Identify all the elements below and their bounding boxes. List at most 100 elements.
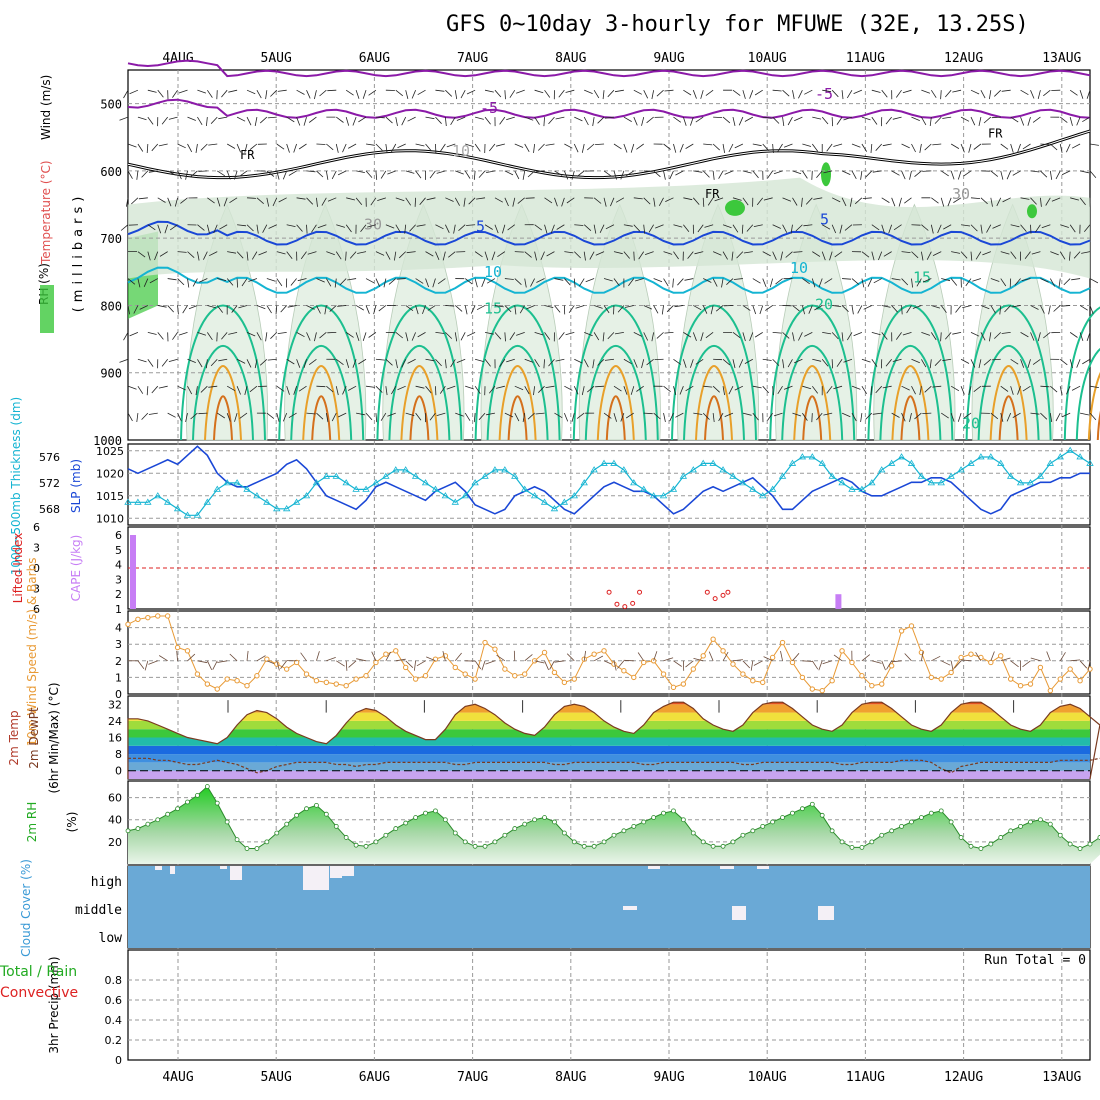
wind-barb (213, 224, 218, 234)
wind-barb (504, 305, 512, 313)
wind-barb (769, 278, 774, 288)
wind-barb (398, 251, 406, 259)
wind-tick-label: 2 (115, 655, 122, 668)
wind-barb (922, 412, 932, 414)
wind-barb (157, 89, 164, 98)
wind-barb (348, 143, 357, 149)
wind-barb (147, 251, 151, 261)
rh-point (294, 812, 299, 818)
wind-barb (651, 332, 655, 342)
cape-bar (835, 594, 842, 609)
thickness-marker (947, 472, 955, 479)
contour-label: FR (705, 187, 720, 201)
wind-barb (692, 332, 697, 341)
wind-barb (962, 305, 972, 309)
wind-barb (673, 386, 677, 396)
wind-barb (793, 251, 803, 253)
wind10m-barb (742, 660, 751, 669)
isotherm-30 (213, 395, 233, 441)
wind-barb (980, 89, 986, 99)
wind10m-barb (566, 653, 575, 662)
wind-barb (663, 385, 671, 393)
wind-barb (604, 116, 615, 119)
wind-barb (127, 278, 136, 285)
wind-barb (1061, 305, 1071, 307)
wind-barb (534, 251, 537, 261)
wind-barb (633, 359, 638, 368)
thickness-marker (1056, 453, 1064, 460)
wind-barb (1030, 170, 1040, 173)
wind-barb (767, 412, 773, 421)
wind-barb (787, 359, 793, 368)
wind-barb (804, 332, 813, 337)
wind-barb (643, 170, 653, 172)
wind-barb (246, 89, 256, 95)
wind-barb (524, 116, 534, 121)
wind-barb (679, 143, 684, 153)
wind-barb (210, 359, 218, 367)
wind-barb (504, 278, 514, 280)
wind-barb (989, 332, 992, 342)
wind-barb (675, 412, 684, 418)
wind-barb (814, 305, 823, 311)
contour-label: 20 (962, 415, 980, 433)
wind-barb (871, 251, 875, 261)
rh-point (462, 839, 468, 845)
wind-barb (705, 89, 714, 96)
wind-barb (891, 170, 900, 176)
wind-barb (1027, 116, 1031, 126)
wind-barb (545, 143, 555, 146)
wind-speed-point (879, 681, 885, 687)
wind-barb (833, 385, 843, 390)
wind-barb (1000, 385, 1009, 392)
rh-tick-label: 40 (108, 814, 122, 827)
wind-barb (643, 305, 653, 310)
rh-point (1038, 817, 1043, 823)
wind-barb (325, 170, 329, 180)
rh-point (799, 806, 805, 812)
wind-barb (746, 224, 754, 232)
wind-barb (801, 197, 803, 207)
wind-speed-point (839, 648, 845, 654)
rh-point (988, 841, 994, 847)
wind-barb (861, 278, 865, 288)
wind-barb (464, 278, 473, 285)
wind-barb (1060, 224, 1069, 228)
wind-barb (782, 359, 785, 369)
wind-barb (504, 197, 509, 207)
wind-barb (308, 358, 317, 366)
rh-point (819, 812, 825, 818)
thickness-marker (937, 479, 945, 486)
wind-barb (1071, 385, 1081, 391)
wind-barb (326, 143, 334, 151)
wind-speed-point (462, 671, 468, 677)
thickness-marker (292, 498, 301, 505)
wind-barb (347, 278, 357, 281)
wind-barb (246, 116, 252, 126)
wind-barb (1089, 278, 1099, 284)
wind-barb (891, 305, 898, 313)
wind-barb (375, 278, 381, 287)
wind-barb (749, 332, 754, 341)
pressure-tick-label: 500 (100, 98, 122, 112)
wind-barb (286, 386, 290, 395)
wind-barb (1089, 385, 1099, 388)
wind-barb (446, 143, 456, 148)
wind-barb (200, 385, 208, 393)
contour-label: 30 (952, 185, 970, 203)
cape-tick-label: 3 (115, 573, 122, 586)
wind-barb (405, 170, 415, 174)
wind-barb (546, 251, 555, 257)
wind-barb (405, 197, 412, 206)
temperature-side-label: Temperature (°C) (39, 160, 53, 265)
wind-barb (1040, 412, 1048, 420)
wind-barb (246, 251, 249, 261)
wind-barb (137, 358, 147, 363)
rh-point (591, 843, 597, 849)
wind-barb (473, 413, 476, 423)
wind-barb (203, 251, 208, 260)
wind-barb (1027, 359, 1031, 369)
wind10m-barb (763, 656, 773, 662)
rh-point (452, 830, 458, 836)
rh-point (204, 784, 210, 789)
